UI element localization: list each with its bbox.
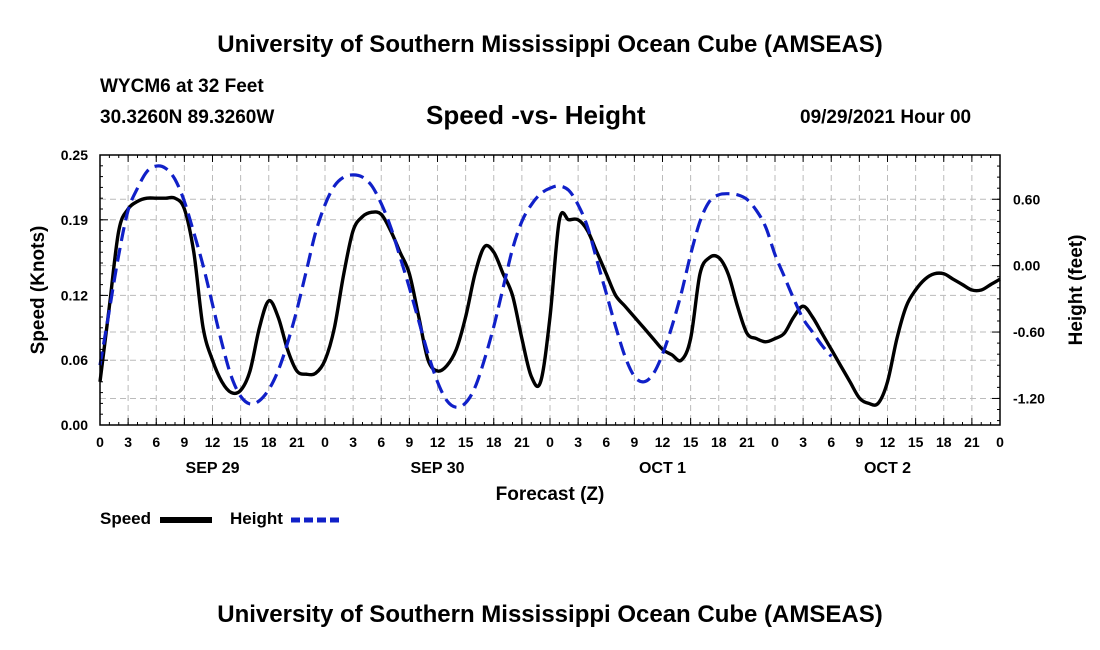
x-tick-label: 15 <box>233 434 249 450</box>
x-tick-label: 18 <box>711 434 727 450</box>
y-tick-label: 0.06 <box>61 352 88 368</box>
x-tick-label: 9 <box>855 434 863 450</box>
station-label: WYCM6 at 32 Feet <box>100 76 264 97</box>
height-series <box>98 164 833 409</box>
y2-tick-label: 0.60 <box>1013 191 1040 207</box>
x-tick-label: 0 <box>96 434 104 450</box>
x-tick-label: 3 <box>574 434 582 450</box>
x-tick-label: 0 <box>996 434 1004 450</box>
day-label: SEP 30 <box>411 460 465 477</box>
x-tick-label: 12 <box>205 434 221 450</box>
coordinates-label: 30.3260N 89.3260W <box>100 107 275 128</box>
y2-axis-label: Height (feet) <box>1066 235 1087 346</box>
day-label: SEP 29 <box>186 460 240 477</box>
x-tick-label: 12 <box>430 434 446 450</box>
y-axis-label: Speed (Knots) <box>28 226 49 355</box>
y-tick-label: 0.12 <box>61 287 88 303</box>
day-label: OCT 1 <box>639 460 686 477</box>
footer-title: University of Southern Mississippi Ocean… <box>217 601 883 628</box>
x-tick-label: 21 <box>514 434 530 450</box>
x-tick-label: 12 <box>655 434 671 450</box>
x-tick-label: 3 <box>799 434 807 450</box>
axis-tick-labels: 0 3 6 9 12 15 18 21 0 3 6 9 12 15 18 21 0 3 6 9 12 15 18 21 0 3 6 9… <box>61 147 1045 477</box>
x-tick-label: 3 <box>349 434 357 450</box>
axis-ticks <box>99 154 1001 426</box>
y-tick-label: 0.25 <box>61 147 88 163</box>
x-tick-label: 0 <box>771 434 779 450</box>
x-tick-label: 6 <box>602 434 610 450</box>
x-axis-label: Forecast (Z) <box>496 484 605 505</box>
x-tick-label: 21 <box>964 434 980 450</box>
x-tick-label: 3 <box>124 434 132 450</box>
x-tick-label: 9 <box>180 434 188 450</box>
chart-subtitle: Speed -vs- Height <box>426 100 646 130</box>
x-tick-label: 6 <box>377 434 385 450</box>
y2-tick-label: -0.60 <box>1013 324 1045 340</box>
x-tick-label: 0 <box>546 434 554 450</box>
height-line <box>98 164 833 409</box>
y-tick-label: 0.00 <box>61 417 88 433</box>
x-tick-label: 18 <box>936 434 952 450</box>
x-tick-label: 18 <box>261 434 277 450</box>
y2-tick-label: 0.00 <box>1013 258 1040 274</box>
x-tick-label: 15 <box>908 434 924 450</box>
x-tick-label: 21 <box>739 434 755 450</box>
x-tick-label: 9 <box>405 434 413 450</box>
x-tick-label: 6 <box>827 434 835 450</box>
x-tick-label: 15 <box>683 434 699 450</box>
forecast-datetime: 09/29/2021 Hour 00 <box>800 107 972 128</box>
legend-height-label: Height <box>230 509 283 528</box>
x-tick-label: 9 <box>630 434 638 450</box>
x-tick-label: 0 <box>321 434 329 450</box>
speed-line <box>98 195 1001 407</box>
speed-series <box>98 195 1001 407</box>
day-label: OCT 2 <box>864 460 911 477</box>
legend-speed-label: Speed <box>100 509 152 528</box>
y2-tick-label: -1.20 <box>1013 390 1045 406</box>
x-tick-label: 21 <box>289 434 305 450</box>
x-tick-label: 15 <box>458 434 474 450</box>
x-tick-label: 12 <box>880 434 896 450</box>
chart-title: University of Southern Mississippi Ocean… <box>217 31 883 58</box>
x-tick-label: 18 <box>486 434 502 450</box>
y-tick-label: 0.19 <box>61 212 88 228</box>
x-tick-label: 6 <box>152 434 160 450</box>
